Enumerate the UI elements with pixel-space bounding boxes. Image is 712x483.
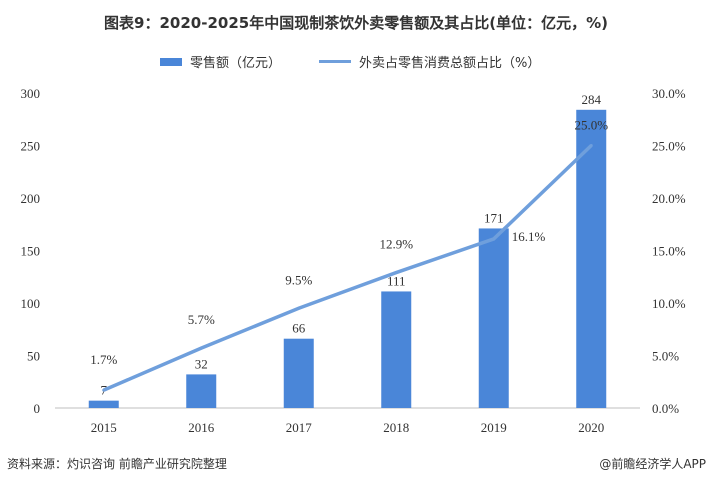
line-series xyxy=(103,144,593,392)
bar xyxy=(186,374,217,408)
x-tick-label: 2015 xyxy=(91,420,117,435)
x-tick-label: 2016 xyxy=(188,420,215,435)
right-tick-label: 30.0% xyxy=(652,86,686,101)
left-tick-label: 200 xyxy=(21,191,41,206)
legend-bar-label: 零售额（亿元） xyxy=(190,56,282,71)
line-point xyxy=(394,271,398,275)
right-tick-label: 5.0% xyxy=(652,349,679,364)
bar xyxy=(478,228,509,408)
x-tick-label: 2018 xyxy=(383,420,409,435)
line-value-label: 1.7% xyxy=(90,352,117,367)
credit: @前瞻经济学人APP xyxy=(599,457,706,471)
line-value-label: 9.5% xyxy=(285,272,312,287)
line-point xyxy=(492,237,496,241)
line-value-label: 5.7% xyxy=(188,312,215,327)
bar-value-label: 111 xyxy=(387,273,406,288)
chart-title: 图表9：2020-2025年中国现制茶饮外卖零售额及其占比(单位：亿元，%) xyxy=(104,14,608,32)
line-value-label: 12.9% xyxy=(379,237,413,252)
bar xyxy=(283,338,314,408)
bar xyxy=(381,291,412,408)
line-point xyxy=(589,144,593,147)
right-tick-label: 20.0% xyxy=(652,191,686,206)
line-point xyxy=(102,388,106,392)
left-tick-label: 300 xyxy=(21,86,41,101)
line-point xyxy=(199,346,203,350)
legend-line-swatch xyxy=(319,60,352,63)
right-tick-label: 10.0% xyxy=(652,296,686,311)
bar-value-label: 171 xyxy=(484,210,504,225)
x-tick-label: 2020 xyxy=(578,420,604,435)
left-tick-label: 250 xyxy=(21,139,41,154)
bar xyxy=(88,400,119,408)
x-tick-label: 2017 xyxy=(286,420,313,435)
source-note: 资料来源：灼识咨询 前瞻产业研究院整理 xyxy=(7,457,227,471)
legend: 零售额（亿元） 外卖占零售消费总额占比（%） xyxy=(160,52,540,71)
line-value-label: 16.1% xyxy=(512,229,546,244)
right-tick-label: 25.0% xyxy=(652,139,686,154)
left-tick-label: 150 xyxy=(21,244,41,259)
bar-value-label: 284 xyxy=(582,92,602,107)
left-tick-label: 50 xyxy=(27,349,40,364)
line-point xyxy=(297,306,301,310)
right-tick-label: 0.0% xyxy=(652,401,679,416)
right-tick-label: 15.0% xyxy=(652,244,686,259)
x-tick-label: 2019 xyxy=(481,420,507,435)
bar-value-label: 32 xyxy=(195,356,208,371)
bar xyxy=(576,109,607,409)
line-value-label: 25.0% xyxy=(574,118,608,133)
left-tick-label: 100 xyxy=(21,296,41,311)
left-tick-label: 0 xyxy=(34,401,41,416)
legend-bar-swatch xyxy=(160,57,182,66)
bar-value-label: 66 xyxy=(292,321,306,336)
legend-line-label: 外卖占零售消费总额占比（%） xyxy=(359,56,541,71)
